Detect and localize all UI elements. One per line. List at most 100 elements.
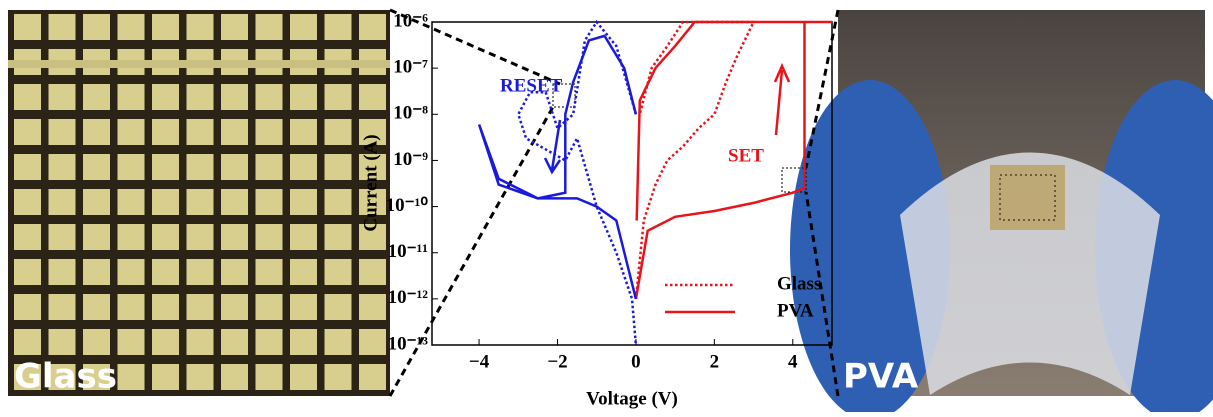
electrode-pad — [48, 84, 76, 110]
electrode-pad — [255, 224, 283, 250]
electrode-pad — [48, 224, 76, 250]
electrode-pad — [14, 224, 41, 250]
y-axis-label: Current (A) — [360, 134, 381, 231]
electrode-pad — [83, 294, 110, 320]
electrode-pad — [290, 329, 317, 355]
electrode-pad — [186, 119, 214, 145]
electrode-pad — [186, 364, 214, 390]
electrode-pad — [255, 329, 283, 355]
electrode-pad — [290, 259, 317, 285]
device-array — [990, 165, 1065, 230]
electrode-pad — [48, 14, 76, 40]
electrode-pad — [359, 259, 386, 285]
glove — [790, 80, 950, 417]
electrode-pad — [324, 189, 352, 215]
electrode-pad — [221, 154, 248, 180]
electrode-pad — [290, 224, 317, 250]
zoom-line — [388, 106, 555, 397]
photo-label: Glass — [14, 357, 117, 397]
electrode-pad — [186, 84, 214, 110]
annotation: RESET — [500, 75, 563, 96]
legend-label: Glass — [777, 273, 821, 294]
electrode-pad — [117, 14, 145, 40]
electrode-pad — [221, 259, 248, 285]
x-tick-label: 0 — [631, 351, 641, 372]
electrode-pad — [186, 189, 214, 215]
electrode-pad — [14, 119, 41, 145]
electrode-pad — [324, 224, 352, 250]
electrode-pad — [359, 329, 386, 355]
electrode-pad — [255, 364, 283, 390]
pva-film — [900, 152, 1160, 395]
electrode-pad — [290, 154, 317, 180]
zoom-line — [804, 191, 840, 397]
electrode-pad — [186, 224, 214, 250]
electrode-pad — [48, 154, 76, 180]
annotation: SET — [728, 145, 764, 166]
electrode-pad — [117, 294, 145, 320]
electrode-pad — [255, 294, 283, 320]
y-tick-label: 10⁻¹² — [388, 287, 429, 308]
electrode-pad — [152, 364, 179, 390]
zoom-box — [552, 83, 576, 108]
electrode-pad — [83, 259, 110, 285]
y-tick-label: 10⁻⁹ — [393, 149, 428, 170]
glass-photo — [8, 10, 390, 396]
electrode-pad — [359, 84, 386, 110]
electrode-pad — [255, 189, 283, 215]
electrode-pad — [324, 84, 352, 110]
electrode-pad — [117, 189, 145, 215]
legend-label: PVA — [777, 300, 814, 321]
electrode-pad — [14, 154, 41, 180]
electrode-pad — [48, 294, 76, 320]
y-tick-label: 10⁻¹¹ — [388, 241, 428, 262]
x-tick-label: −2 — [547, 351, 567, 372]
y-tick-label: 10⁻⁶ — [393, 10, 428, 31]
electrode-pad — [117, 259, 145, 285]
electrode-pad — [48, 119, 76, 145]
electrode-pad — [221, 84, 248, 110]
electrode-pad — [14, 364, 41, 390]
electrode-pad — [186, 329, 214, 355]
electrode-pad — [221, 119, 248, 145]
series-line — [634, 20, 756, 300]
electrode-pad — [255, 154, 283, 180]
electrode-pad — [255, 259, 283, 285]
electrode-pad — [83, 329, 110, 355]
x-tick-label: −4 — [469, 351, 490, 372]
electrode-pad — [83, 154, 110, 180]
series-line — [634, 20, 832, 300]
electrode-pad — [186, 154, 214, 180]
electrode-pad — [221, 294, 248, 320]
electrode-pad — [152, 294, 179, 320]
x-axis-label: Voltage (V) — [586, 388, 678, 409]
electrode-pad — [48, 259, 76, 285]
electrode-pad — [83, 189, 110, 215]
electrode-pad — [324, 14, 352, 40]
electrode-pad — [359, 364, 386, 390]
electrode-pad — [221, 224, 248, 250]
electrode-pad — [324, 154, 352, 180]
electrode-pad — [324, 259, 352, 285]
electrode-pad — [83, 14, 110, 40]
electrode-pad — [152, 224, 179, 250]
electrode-pad — [290, 119, 317, 145]
electrode-pad — [186, 259, 214, 285]
electrode-pad — [48, 329, 76, 355]
electrode-pad — [221, 329, 248, 355]
electrode-pad — [290, 84, 317, 110]
electrode-pad — [290, 189, 317, 215]
x-tick-label: 4 — [788, 351, 798, 372]
electrode-pad — [255, 84, 283, 110]
electrode-pad — [359, 119, 386, 145]
chart: Voltage (V) Current (A) RESET SET −4 −2 0 2… — [360, 10, 833, 409]
electrode-pad — [14, 14, 41, 40]
zoom-line — [389, 8, 561, 86]
electrode-pad — [117, 84, 145, 110]
arrow — [773, 62, 791, 136]
electrode-pad — [255, 119, 283, 145]
electrode-pad — [83, 119, 110, 145]
electrode-line — [8, 60, 390, 68]
